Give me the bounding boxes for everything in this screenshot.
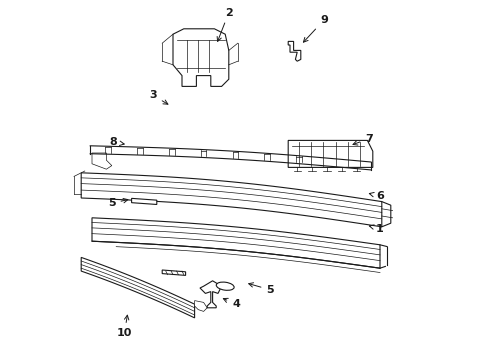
Polygon shape [195, 301, 207, 311]
Text: 9: 9 [303, 15, 328, 42]
Text: 5: 5 [249, 283, 274, 295]
Text: 4: 4 [223, 298, 240, 309]
Polygon shape [92, 153, 112, 169]
Polygon shape [162, 270, 186, 275]
Text: 3: 3 [149, 90, 168, 104]
Text: 1: 1 [369, 224, 384, 234]
Polygon shape [288, 41, 301, 61]
Ellipse shape [216, 282, 234, 290]
Text: 2: 2 [217, 8, 233, 41]
Polygon shape [288, 140, 373, 167]
Text: 7: 7 [353, 134, 373, 145]
Text: 5: 5 [108, 198, 128, 208]
Text: 6: 6 [369, 191, 384, 201]
Polygon shape [173, 29, 229, 86]
Polygon shape [200, 281, 221, 308]
Text: 10: 10 [117, 315, 132, 338]
Polygon shape [132, 198, 157, 204]
Polygon shape [81, 257, 195, 318]
Polygon shape [92, 218, 380, 268]
Text: 8: 8 [110, 137, 124, 147]
Polygon shape [81, 173, 382, 227]
